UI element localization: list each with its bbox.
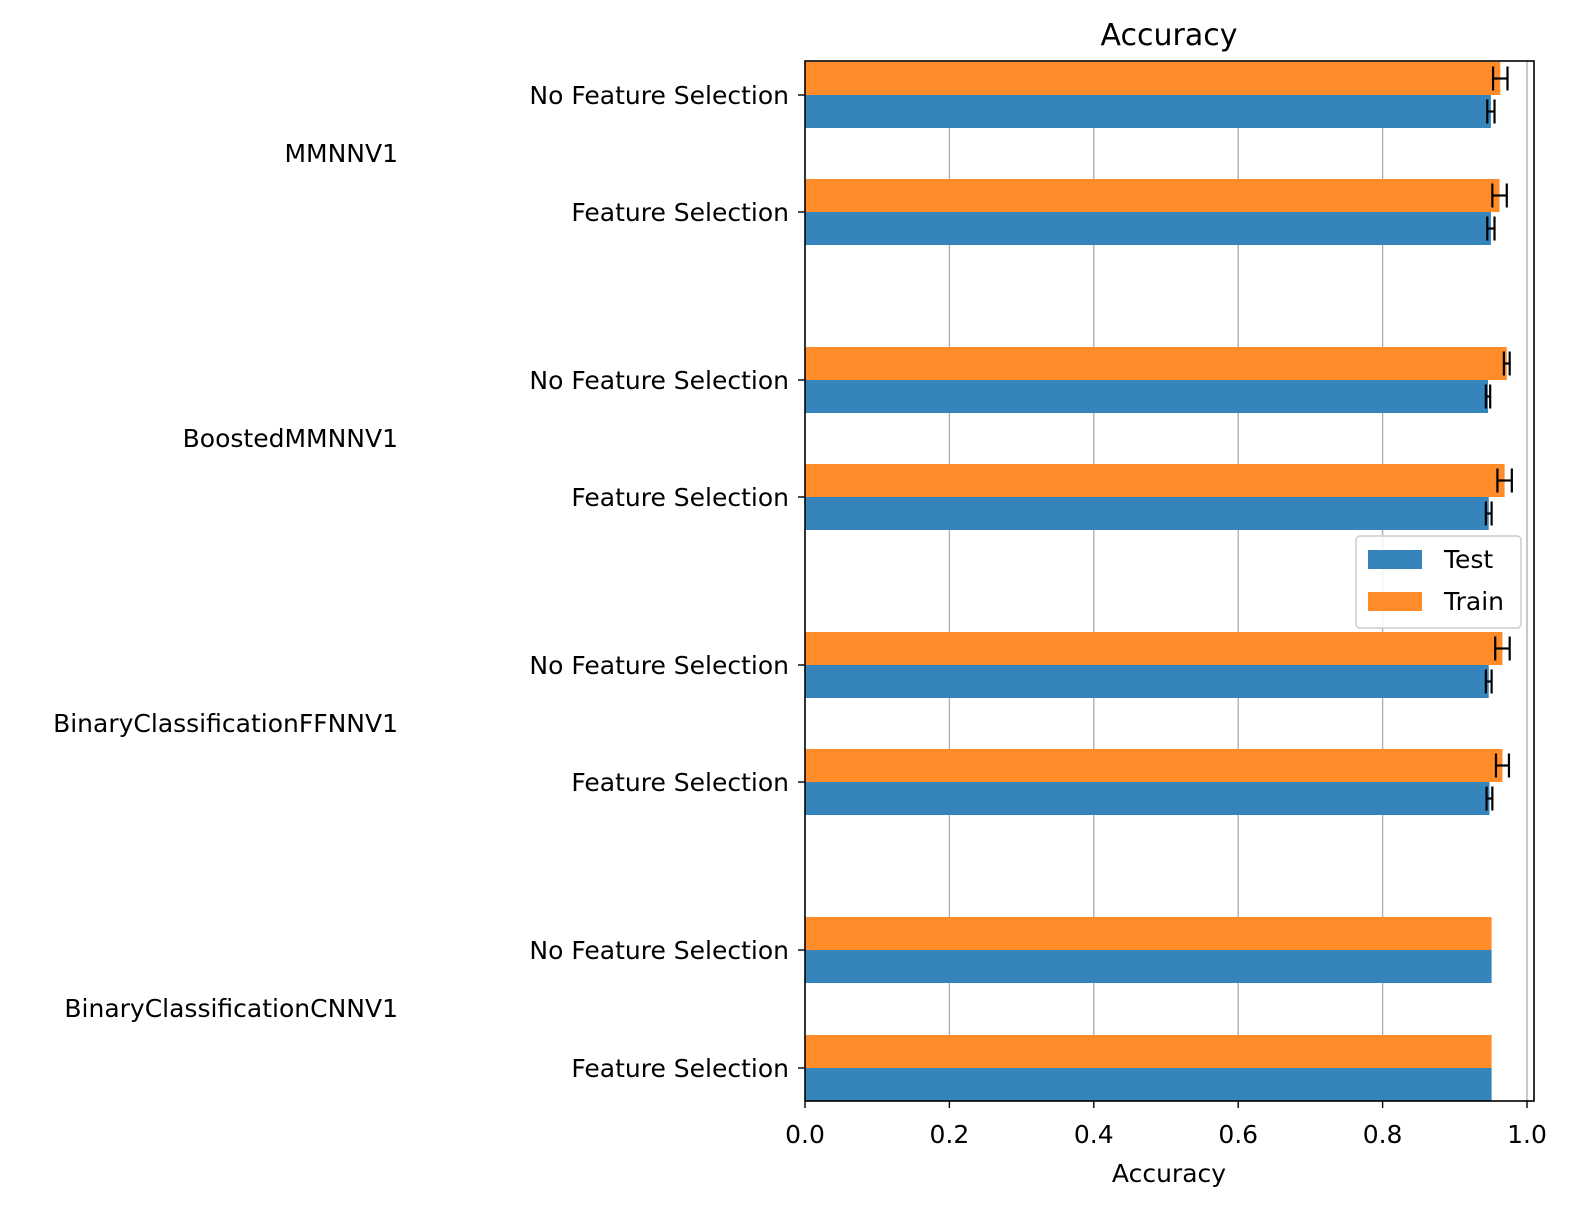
legend: Test Train [1355,535,1522,629]
bar-train [805,1035,1492,1068]
x-axis-ticks: 0.0 0.2 0.4 0.6 0.8 1.0 [785,1101,1547,1149]
bar-test [805,665,1489,698]
y-tick-label: No Feature Selection [529,651,789,680]
y-tick-label: Feature Selection [571,198,789,227]
y-axis-labels: No Feature Selection Feature Selection No … [529,81,805,1083]
legend-swatch-test [1368,550,1422,569]
bar-test [805,950,1492,983]
bar-train [805,347,1507,380]
x-tick-label: 0.8 [1363,1120,1403,1149]
x-tick-label: 1.0 [1507,1120,1547,1149]
group-label: BoostedMMNNV1 [183,424,398,453]
legend-swatch-train [1368,592,1422,611]
bar-test [805,782,1490,815]
bar-test [805,497,1489,530]
legend-label-test: Test [1443,545,1493,574]
group-label: BinaryClassificationFFNNV1 [53,709,398,738]
bar-test [805,95,1491,128]
x-tick-label: 0.6 [1218,1120,1258,1149]
y-tick-label: No Feature Selection [529,366,789,395]
plot-frame [804,60,1535,1102]
y-tick-label: Feature Selection [571,483,789,512]
x-axis-label: Accuracy [1112,1159,1226,1188]
y-tick-label: Feature Selection [571,1054,789,1083]
bar-train [805,917,1492,950]
group-labels: MMNNV1 BoostedMMNNV1 BinaryClassificationF… [53,139,398,1023]
y-tick-label: No Feature Selection [529,936,789,965]
bar-train [805,464,1505,497]
bar-train [805,749,1503,782]
x-tick-label: 0.0 [785,1120,825,1149]
bar-test [805,212,1491,245]
group-label: MMNNV1 [284,139,398,168]
group-label: BinaryClassificationCNNV1 [64,994,398,1023]
bar-train [805,632,1503,665]
error-bars [1484,66,1513,811]
y-tick-label: Feature Selection [571,768,789,797]
bar-series [805,62,1507,1101]
bar-train [805,179,1500,212]
y-tick-label: No Feature Selection [529,81,789,110]
x-tick-label: 0.2 [930,1120,970,1149]
bar-test [805,380,1489,413]
chart-title: Accuracy [1101,18,1238,53]
bar-train [805,62,1501,95]
legend-label-train: Train [1443,587,1504,616]
bar-test [805,1068,1492,1101]
x-tick-label: 0.4 [1074,1120,1114,1149]
